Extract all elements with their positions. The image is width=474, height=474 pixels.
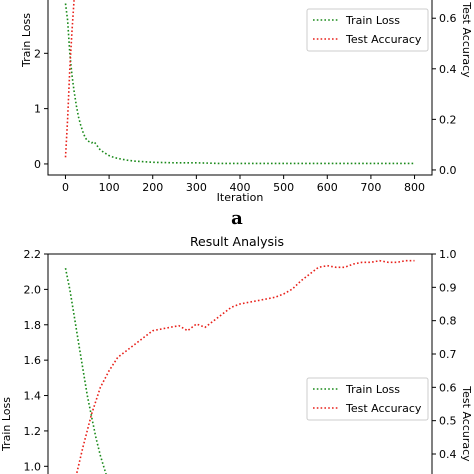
chart-b-test-accuracy-line [75,259,415,474]
chart-a-right-y-tick-label: 0.6 [439,12,457,25]
chart-a-panel-label: a [231,208,243,229]
chart-a-x-tick-label: 500 [273,181,294,194]
chart-a-x-axis-label: Iteration [217,191,264,204]
chart-b-right-y-tick-label: 0.9 [439,281,457,294]
chart-b-right-y-tick-label: 0.5 [439,415,457,428]
chart-a-test-accuracy-line [64,0,75,158]
chart-b: Result Analysis 1.0 1.2 1.4 1.6 1.8 2.0 2.2 0.… [0,234,473,474]
chart-a-train-loss-line [64,3,415,165]
chart-a-left-y-axis-label: Train Loss [20,13,33,68]
chart-b-legend-train-label: Train Loss [345,383,400,396]
chart-b-right-y-tick-label: 0.8 [439,315,457,328]
chart-a-legend-test-label: Test Accuracy [345,33,422,46]
chart-b-left-y-tick-label: 2.0 [24,283,42,296]
chart-a-right-y-tick-label: 0.0 [439,164,457,177]
chart-b-right-y-ticks: 0.4 0.5 0.6 0.7 0.8 0.9 1.0 [432,248,457,461]
chart-a-right-y-tick-label: 0.2 [439,113,457,126]
chart-a-x-tick-label: 700 [360,181,381,194]
chart-a-x-tick-label: 300 [186,181,207,194]
chart-b-right-y-tick-label: 0.4 [439,448,457,461]
chart-b-left-y-tick-label: 1.6 [24,354,42,367]
chart-b-title: Result Analysis [190,234,284,249]
chart-b-left-y-axis-label: Train Loss [0,397,13,452]
chart-a-left-y-tick-label: 1 [34,103,41,116]
chart-a: 0 100 200 300 400 500 600 700 800 012 0.00.20.40… [20,0,473,229]
chart-a-x-tick-label: 200 [142,181,163,194]
chart-b-plot-frame [47,253,433,474]
chart-b-left-y-tick-label: 1.8 [24,319,42,332]
chart-b-right-y-tick-label: 1.0 [439,248,457,261]
chart-a-right-y-tick-label: 0.4 [439,63,457,76]
chart-a-left-y-tick-label: 0 [34,158,41,171]
chart-b-right-y-axis-label: Test Accuracy [460,385,473,462]
chart-b-right-y-tick-label: 0.6 [439,381,457,394]
chart-a-right-y-ticks: 0.0 0.2 0.4 0.6 [432,12,457,177]
chart-b-train-loss-line [64,268,107,474]
chart-a-right-y-axis-label: Test Accuracy [460,1,473,78]
chart-b-right-y-tick-label: 0.7 [439,348,457,361]
chart-a-x-tick-label: 0 [62,181,69,194]
chart-b-left-y-tick-label: 1.2 [24,425,42,438]
chart-b-left-y-ticks: 1.0 1.2 1.4 1.6 1.8 2.0 2.2 [24,248,48,473]
chart-a-x-ticks: 0 100 200 300 400 500 600 700 800 [62,175,425,194]
chart-a-x-tick-label: 600 [317,181,338,194]
chart-a-legend-train-label: Train Loss [345,14,400,27]
chart-a-legend: Train Loss Test Accuracy [306,8,429,52]
chart-a-x-tick-label: 400 [230,181,251,194]
chart-b-left-y-tick-label: 1.0 [24,460,42,473]
chart-a-x-tick-label: 800 [404,181,425,194]
chart-b-left-y-tick-label: 2.2 [24,248,42,261]
chart-b-legend: Train Loss Test Accuracy [306,377,429,421]
chart-b-left-y-tick-label: 1.4 [24,390,42,403]
chart-a-left-y-ticks: 0 1 2 [34,47,48,171]
chart-a-x-tick-label: 100 [99,181,120,194]
chart-a-left-y-tick-label: 2 [34,47,41,60]
chart-b-legend-test-label: Test Accuracy [345,402,422,415]
